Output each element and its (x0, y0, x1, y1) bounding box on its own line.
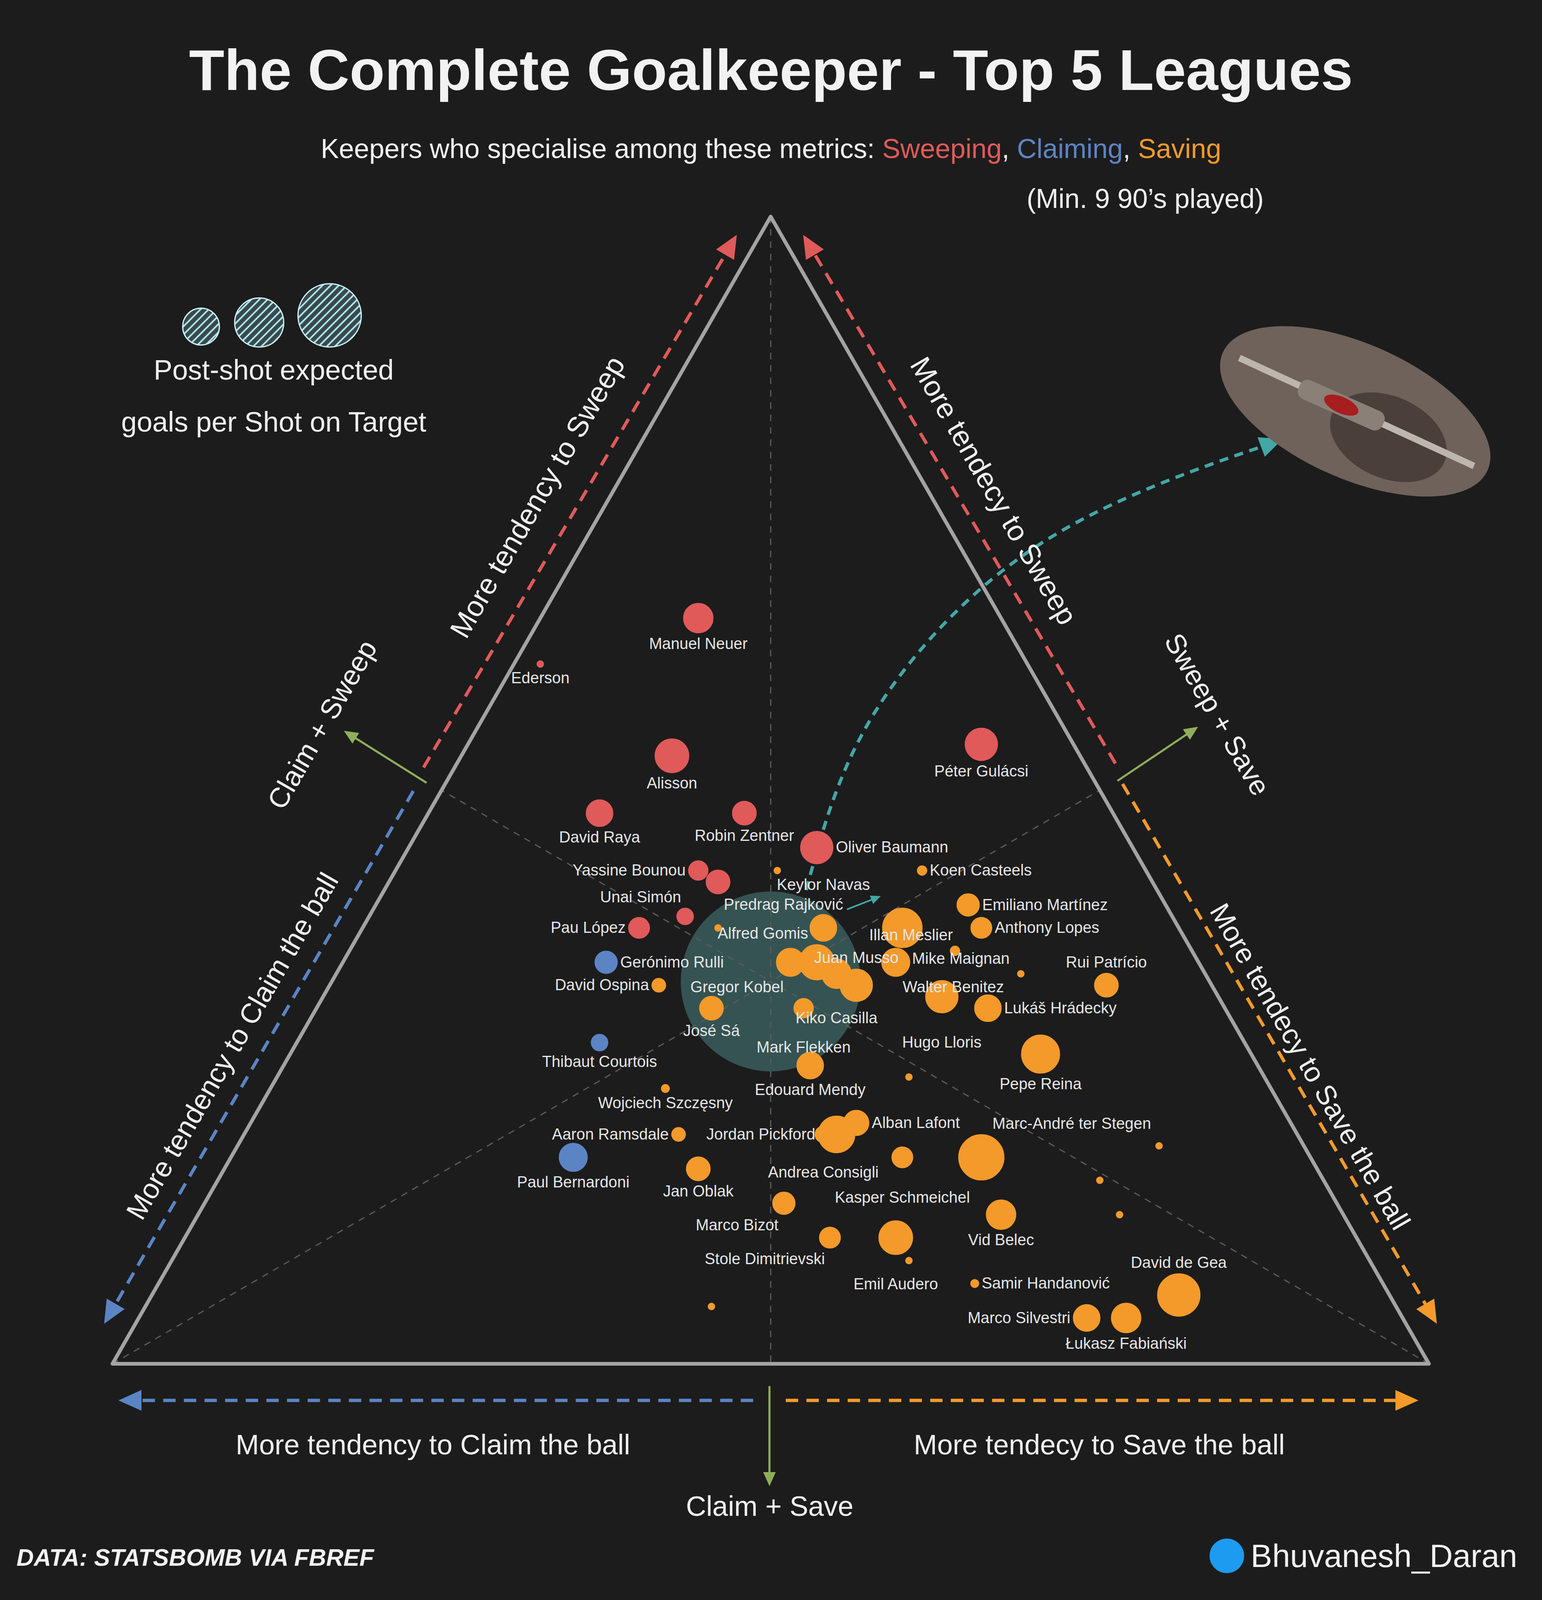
svg-text:More tendency to Claim the bal: More tendency to Claim the ball (120, 867, 345, 1225)
svg-text:Péter Gulácsi: Péter Gulácsi (934, 762, 1029, 780)
svg-text:Koen Casteels: Koen Casteels (929, 861, 1032, 879)
html-text:DATA: STATSBOMB VIA FBREF: DATA: STATSBOMB VIA FBREF (16, 1543, 375, 1571)
svg-text:Alisson: Alisson (646, 774, 698, 792)
svg-text:(Min. 9 90’s played): (Min. 9 90’s played) (1026, 183, 1264, 214)
svg-text:Alban Lafont: Alban Lafont (871, 1113, 960, 1132)
svg-text:Vid Belec: Vid Belec (968, 1230, 1035, 1249)
html-text:Bhuvanesh_Daran: Bhuvanesh_Daran (1250, 1537, 1518, 1574)
svg-text:Thibaut Courtois: Thibaut Courtois (542, 1052, 658, 1071)
svg-text:Marc-André ter Stegen: Marc-André ter Stegen (992, 1114, 1151, 1132)
svg-text:Emiliano Martínez: Emiliano Martínez (982, 895, 1108, 913)
svg-text:Emil Audero: Emil Audero (853, 1275, 939, 1293)
svg-text:Robin Zentner: Robin Zentner (694, 826, 795, 845)
svg-text:David Ospina: David Ospina (554, 976, 650, 994)
svg-text:Post-shot expected: Post-shot expected (153, 353, 394, 386)
svg-text:Jan Oblak: Jan Oblak (662, 1182, 734, 1200)
svg-text:Rui Patrício: Rui Patrício (1065, 953, 1147, 971)
svg-text:Mark Flekken: Mark Flekken (756, 1038, 851, 1056)
svg-text:Gregor Kobel: Gregor Kobel (690, 978, 784, 996)
svg-text:Marco Silvestri: Marco Silvestri (967, 1308, 1071, 1327)
html-text:The Complete Goalkeeper - Top: The Complete Goalkeeper - Top 5 Leagues (189, 37, 1353, 103)
svg-text:Illan Meslier: Illan Meslier (869, 926, 953, 944)
svg-text:Kasper Schmeichel: Kasper Schmeichel (834, 1188, 970, 1206)
svg-text:goals per Shot on Target: goals per Shot on Target (121, 405, 427, 438)
svg-text:Claim + Sweep: Claim + Sweep (261, 634, 383, 815)
svg-text:Oliver Baumann: Oliver Baumann (835, 838, 948, 856)
svg-text:More tendecy to Sweep: More tendecy to Sweep (903, 351, 1084, 631)
svg-text:Pepe Reina: Pepe Reina (999, 1075, 1082, 1093)
svg-text:Marco Bizot: Marco Bizot (695, 1216, 779, 1234)
svg-text:Paul Bernardoni: Paul Bernardoni (516, 1173, 630, 1191)
svg-text:More tendecy to Save the ball: More tendecy to Save the ball (1204, 897, 1418, 1235)
svg-text:José Sá: José Sá (683, 1021, 741, 1040)
svg-text:David Raya: David Raya (558, 828, 641, 846)
svg-text:Walter Benitez: Walter Benitez (902, 978, 1005, 996)
svg-text:Yassine Bounou: Yassine Bounou (572, 861, 686, 879)
svg-text:Lukáš Hrádecky: Lukáš Hrádecky (1004, 999, 1117, 1017)
svg-text:More tendency to Claim the bal: More tendency to Claim the ball (235, 1428, 630, 1460)
svg-text:Pau López: Pau López (550, 918, 626, 937)
svg-text:Unai Simón: Unai Simón (600, 888, 682, 906)
svg-text:Manuel Neuer: Manuel Neuer (648, 634, 748, 653)
svg-text:Claim + Save: Claim + Save (686, 1490, 854, 1522)
svg-text:Edouard Mendy: Edouard Mendy (754, 1080, 866, 1099)
svg-text:More tendecy to Save the ball: More tendecy to Save the ball (913, 1428, 1285, 1460)
svg-text:More tendency to Sweep: More tendency to Sweep (443, 350, 632, 644)
svg-text:Anthony Lopes: Anthony Lopes (994, 918, 1100, 937)
svg-text:Gerónimo Rulli: Gerónimo Rulli (620, 953, 724, 971)
svg-text:Samir Handanović: Samir Handanović (981, 1274, 1110, 1292)
svg-text:Mike Maignan: Mike Maignan (912, 949, 1010, 967)
html-text:Keepers who specialise among t: Keepers who specialise among these metri… (320, 133, 1222, 164)
svg-text:Predrag Rajković: Predrag Rajković (723, 895, 844, 913)
svg-text:David de Gea: David de Gea (1130, 1253, 1227, 1271)
svg-text:Wojciech Szczęsny: Wojciech Szczęsny (598, 1094, 734, 1112)
svg-text:Sweep + Save: Sweep + Save (1158, 627, 1277, 801)
svg-text:Ederson: Ederson (511, 669, 570, 687)
svg-text:Keylor Navas: Keylor Navas (776, 875, 871, 894)
svg-text:Hugo Lloris: Hugo Lloris (902, 1033, 982, 1051)
svg-text:Jordan Pickford: Jordan Pickford (706, 1125, 816, 1143)
svg-text:Aaron Ramsdale: Aaron Ramsdale (551, 1125, 669, 1143)
svg-text:Stole Dimitrievski: Stole Dimitrievski (704, 1249, 825, 1268)
svg-text:Alfred Gomis: Alfred Gomis (717, 924, 809, 942)
svg-text:Kiko Casilla: Kiko Casilla (795, 1009, 878, 1027)
svg-text:Juan Musso: Juan Musso (813, 948, 899, 967)
svg-text:Andrea Consigli: Andrea Consigli (768, 1163, 879, 1181)
svg-text:Łukasz Fabiański: Łukasz Fabiański (1065, 1334, 1187, 1352)
